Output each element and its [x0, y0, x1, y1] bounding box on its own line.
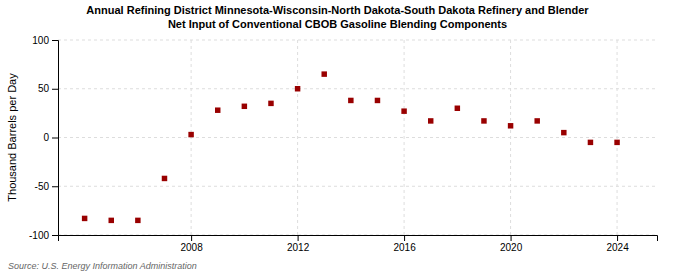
point	[614, 140, 619, 145]
y-tick-label: -50	[35, 181, 50, 192]
y-tick-mark	[52, 89, 58, 90]
x-tick-label: 2020	[500, 242, 523, 253]
chart: 2008 2012 2016 2020 2024 -100 -50 0 50 100 Thousan…	[0, 0, 675, 275]
x-tick: 2012	[287, 235, 310, 253]
point	[588, 140, 593, 145]
title: Annual Refining District Minnesota-Wisco…	[86, 4, 589, 30]
point	[375, 98, 380, 103]
point	[348, 98, 353, 103]
x-grid-line	[404, 40, 405, 235]
source: Source: U.S. Energy Information Administ…	[8, 261, 197, 271]
point	[188, 132, 193, 137]
point	[162, 176, 167, 181]
x-grid-line	[191, 40, 192, 235]
x-tick: 2016	[393, 235, 416, 253]
x-grid-line	[510, 40, 511, 235]
point	[508, 123, 513, 128]
y-tick: 50	[38, 83, 58, 94]
point	[135, 218, 140, 223]
point	[534, 118, 539, 123]
x-tick-label: 2012	[287, 242, 310, 253]
point	[109, 218, 114, 223]
point	[242, 104, 247, 109]
x-tick-label: 2008	[180, 242, 203, 253]
y-grid-line	[58, 137, 657, 138]
title-line: Annual Refining District Minnesota-Wisco…	[86, 4, 589, 16]
title-line: Net Input of Conventional CBOB Gasoline …	[168, 18, 507, 30]
y-tick-label: 100	[32, 35, 49, 46]
x-tick-mark	[191, 235, 192, 241]
x-tick-mark	[298, 235, 299, 241]
x-grid-line	[617, 40, 618, 235]
x-tick-mark	[404, 235, 405, 241]
point	[215, 107, 220, 112]
y-tick-mark	[52, 138, 58, 139]
point	[481, 118, 486, 123]
x-tick-mark	[617, 235, 618, 241]
y-tick: -100	[29, 230, 58, 241]
y-tick: -50	[35, 181, 58, 192]
y-tick-label: 50	[38, 83, 50, 94]
y-grid-line	[58, 40, 657, 41]
y-tick-label: -100	[29, 230, 49, 241]
y-axis: -100 -50 0 50 100	[29, 35, 59, 241]
y-tick-label: 0	[43, 132, 49, 143]
point	[268, 101, 273, 106]
point	[82, 216, 87, 221]
x-tick: 2020	[500, 235, 523, 253]
point	[428, 118, 433, 123]
y-tick-mark	[52, 186, 58, 187]
y-grid-line	[58, 88, 657, 89]
x-tick-mark	[511, 235, 512, 241]
y-tick-mark	[52, 235, 58, 236]
x-tick: 2008	[180, 235, 203, 253]
y-axis-title: Thousand Barrels per Day	[6, 73, 18, 202]
y-axis-line	[52, 41, 59, 236]
y-tick: 0	[43, 132, 58, 143]
y-tick: 100	[32, 35, 58, 46]
grid	[58, 40, 657, 235]
point	[401, 108, 406, 113]
x-tick-label: 2024	[606, 242, 629, 253]
y-tick-mark	[52, 40, 58, 41]
x-grid-line	[297, 40, 298, 235]
point	[561, 130, 566, 135]
point	[455, 106, 460, 111]
x-tick-label: 2016	[393, 242, 416, 253]
point	[295, 86, 300, 91]
y-grid-line	[58, 186, 657, 187]
x-axis: 2008 2012 2016 2020 2024	[59, 235, 658, 253]
x-axis-line	[59, 236, 658, 242]
point	[321, 71, 326, 76]
x-tick: 2024	[606, 235, 629, 253]
points	[82, 71, 620, 223]
